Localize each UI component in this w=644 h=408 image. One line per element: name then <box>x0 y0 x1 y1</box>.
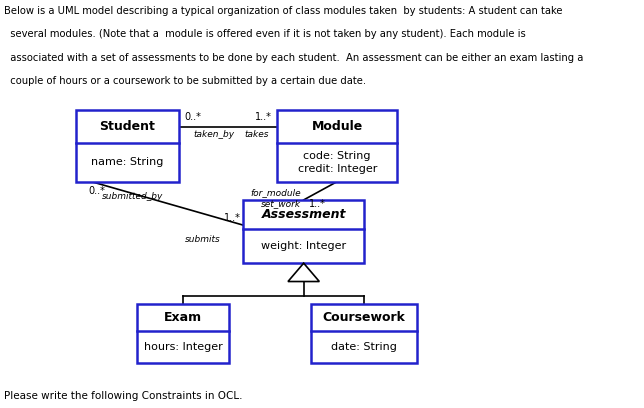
Text: date: String: date: String <box>331 342 397 352</box>
Text: code: String: code: String <box>303 151 371 161</box>
Text: for_module: for_module <box>251 188 301 197</box>
Text: Module: Module <box>312 120 363 133</box>
Text: Please write the following Constraints in OCL.: Please write the following Constraints i… <box>5 390 243 401</box>
Text: Coursework: Coursework <box>323 311 405 324</box>
Text: credit: Integer: credit: Integer <box>298 164 377 174</box>
Text: Assessment: Assessment <box>261 208 346 221</box>
Text: associated with a set of assessments to be done by each student.  An assessment : associated with a set of assessments to … <box>5 53 584 63</box>
Text: name: String: name: String <box>91 157 164 167</box>
Text: Below is a UML model describing a typical organization of class modules taken  b: Below is a UML model describing a typica… <box>5 6 563 16</box>
Text: submits: submits <box>185 235 221 244</box>
Text: 1..*: 1..* <box>309 199 326 209</box>
Text: several modules. (Note that a  module is offered even if it is not taken by any : several modules. (Note that a module is … <box>5 29 526 40</box>
Text: submitted_by: submitted_by <box>102 192 164 201</box>
Text: takes: takes <box>244 130 269 139</box>
Text: couple of hours or a coursework to be submitted by a certain due date.: couple of hours or a coursework to be su… <box>5 76 366 86</box>
Text: Student: Student <box>99 120 155 133</box>
Bar <box>243 200 364 263</box>
Bar <box>310 304 417 363</box>
Text: taken_by: taken_by <box>193 130 234 139</box>
Text: set_work: set_work <box>261 199 301 208</box>
Text: weight: Integer: weight: Integer <box>261 241 346 251</box>
Text: 1..*: 1..* <box>224 213 241 223</box>
Text: Exam: Exam <box>164 311 202 324</box>
Bar <box>277 110 397 182</box>
Text: 0..*: 0..* <box>185 112 202 122</box>
Text: 0..*: 0..* <box>88 186 105 196</box>
Text: 1..*: 1..* <box>254 112 272 122</box>
Bar <box>137 304 229 363</box>
Text: hours: Integer: hours: Integer <box>144 342 223 352</box>
Bar <box>75 110 179 182</box>
